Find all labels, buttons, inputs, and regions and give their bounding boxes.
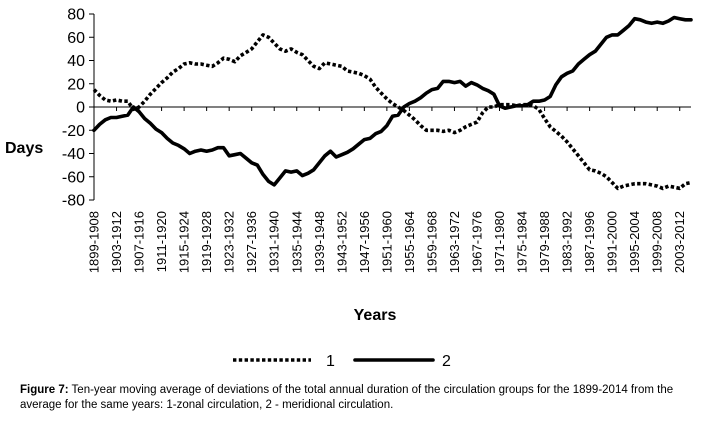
x-axis-label: Years	[354, 307, 397, 324]
y-tick-label: 20	[67, 76, 85, 93]
x-tick-label: 1959-1968	[424, 211, 439, 273]
figure-caption: Figure 7: Ten-year moving average of dev…	[20, 383, 700, 413]
series-2-line	[92, 15, 693, 187]
x-tick-label: 1987-1996	[582, 211, 597, 273]
y-tick-label: 80	[67, 7, 85, 24]
x-tick-label: 1919-1928	[199, 211, 214, 273]
y-axis-ticks: 80 60 40 20 0 -20 -40 -60 -80	[62, 7, 94, 210]
x-tick-label: 1963-1972	[447, 211, 462, 273]
x-tick-label: 1923-1932	[222, 211, 237, 273]
y-tick-label: -40	[62, 146, 85, 163]
x-tick-label: 1939-1948	[312, 211, 327, 273]
caption-text: Ten-year moving average of deviations of…	[20, 384, 674, 411]
x-tick-label: 1979-1988	[537, 211, 552, 273]
x-tick-label: 1927-1936	[244, 211, 259, 273]
x-tick-label: 1931-1940	[267, 211, 282, 273]
y-tick-label: 60	[67, 30, 85, 47]
x-tick-label: 1899-1908	[87, 211, 102, 273]
caption-label: Figure 7:	[20, 384, 69, 396]
x-tick-label: 1991-2000	[605, 211, 620, 273]
x-tick-label: 1955-1964	[402, 211, 417, 273]
x-tick-label: 1995-2004	[627, 211, 642, 273]
x-axis-ticks: 1899-1908 1903-1912 1907-1916 1911-1920 1915…	[87, 107, 687, 273]
x-tick-label: 1971-1980	[492, 211, 507, 273]
x-tick-label: 1983-1992	[560, 211, 575, 273]
x-tick-label: 1975-1984	[515, 211, 530, 273]
x-tick-label: 1943-1952	[334, 211, 349, 273]
x-tick-label: 1903-1912	[109, 211, 124, 273]
x-tick-label: 1967-1976	[469, 211, 484, 273]
y-tick-label: 40	[67, 53, 85, 70]
x-tick-label: 1907-1916	[132, 211, 147, 273]
x-tick-label: 1915-1924	[177, 211, 192, 273]
legend-label-1: 1	[326, 353, 335, 370]
x-tick-label: 1999-2008	[650, 211, 665, 273]
series-1-line	[92, 33, 692, 191]
y-tick-label: -60	[62, 169, 85, 186]
x-tick-label: 1947-1956	[357, 211, 372, 273]
x-tick-label: 1911-1920	[154, 211, 169, 272]
y-axis-label: Days	[5, 140, 43, 157]
y-tick-label: -20	[62, 123, 85, 140]
x-tick-label: 2003-2012	[672, 211, 687, 273]
y-tick-label: 0	[76, 100, 85, 117]
x-tick-label: 1935-1944	[289, 211, 304, 273]
plot-lines	[92, 15, 693, 191]
legend-label-2: 2	[442, 353, 451, 370]
y-tick-label: -80	[62, 193, 85, 210]
chart: 80 60 40 20 0 -20 -40 -60 -80 1899-1908 1903-1912…	[5, 7, 693, 370]
x-tick-label: 1951-1960	[379, 211, 394, 273]
